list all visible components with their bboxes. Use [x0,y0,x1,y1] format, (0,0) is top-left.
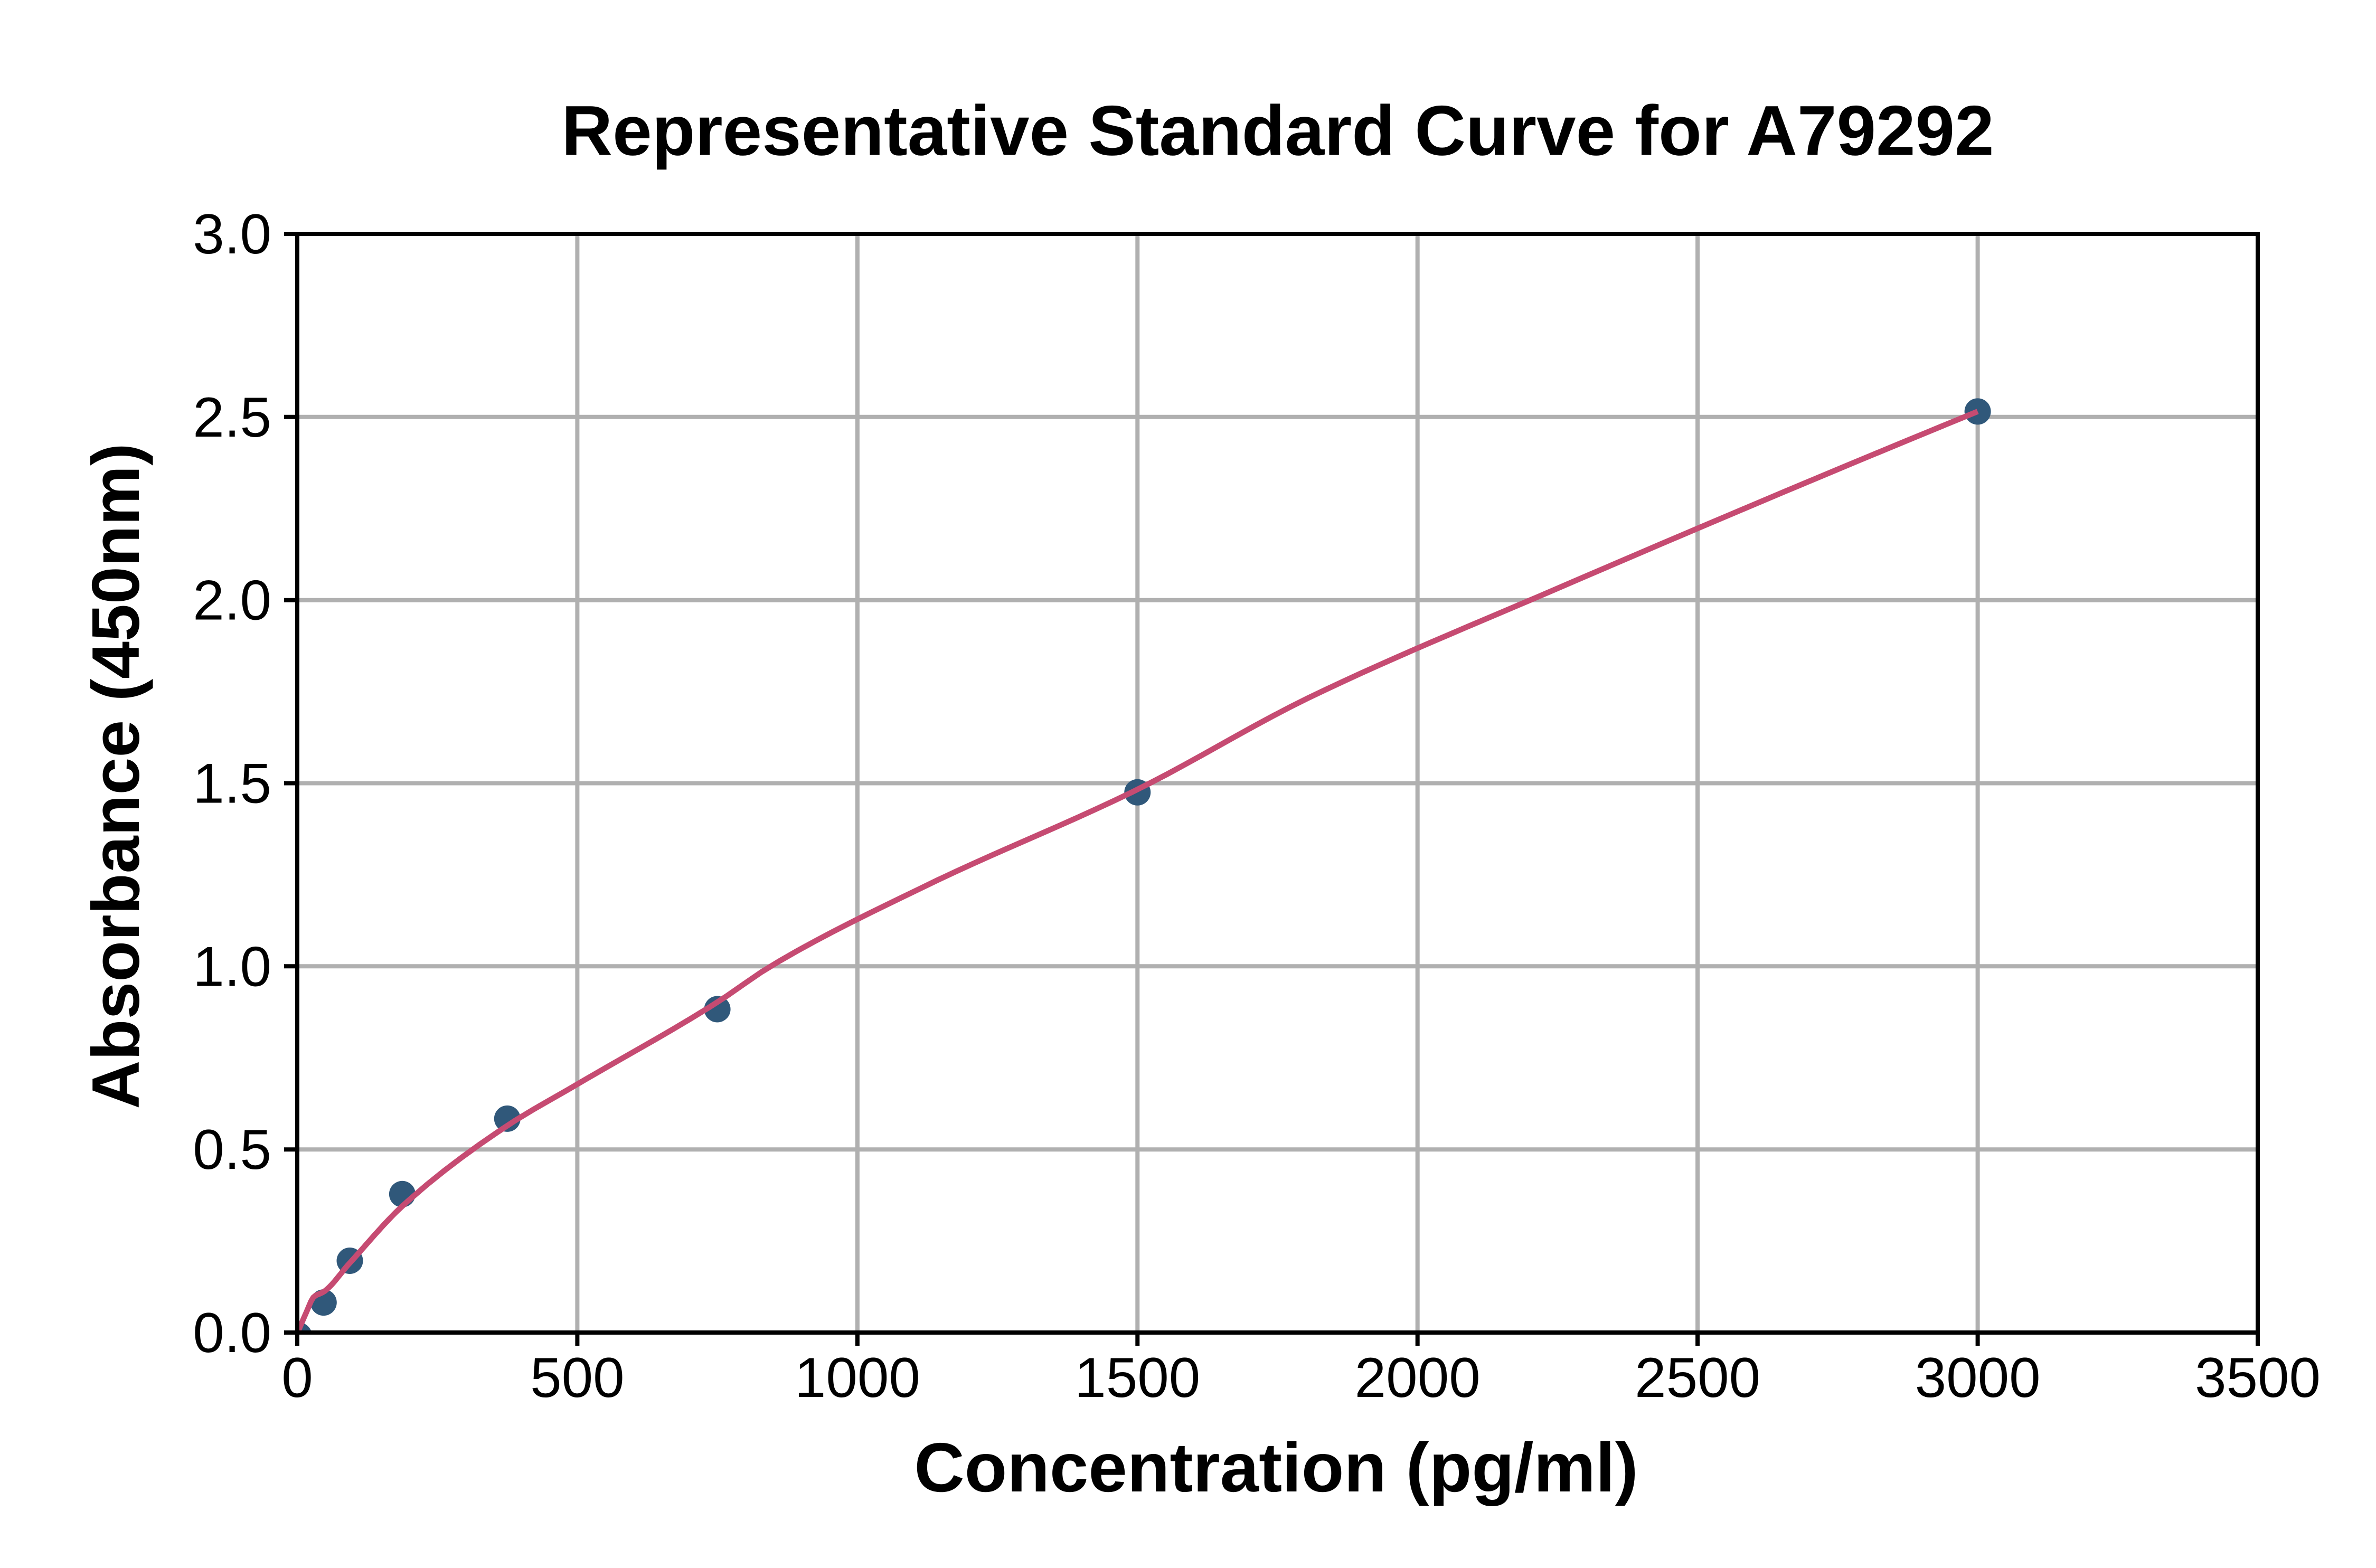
svg-text:Concentration (pg/ml): Concentration (pg/ml) [914,1429,1638,1506]
svg-text:0.0: 0.0 [193,1301,271,1364]
svg-text:3500: 3500 [2195,1346,2321,1409]
svg-text:2.0: 2.0 [193,569,271,632]
svg-text:2500: 2500 [1635,1346,1760,1409]
svg-text:3000: 3000 [1915,1346,2041,1409]
svg-text:1000: 1000 [795,1346,920,1409]
svg-text:1.5: 1.5 [193,752,271,815]
svg-text:1.0: 1.0 [193,934,271,998]
svg-text:0: 0 [281,1346,313,1409]
svg-text:2000: 2000 [1355,1346,1481,1409]
svg-text:0.5: 0.5 [193,1118,271,1181]
svg-text:Absorbance (450nm): Absorbance (450nm) [79,443,154,1109]
svg-text:2.5: 2.5 [193,385,271,449]
svg-text:500: 500 [530,1346,625,1409]
svg-text:3.0: 3.0 [193,202,271,266]
svg-text:Representative Standard Curve: Representative Standard Curve for A79292 [561,92,1994,171]
svg-text:1500: 1500 [1074,1346,1200,1409]
